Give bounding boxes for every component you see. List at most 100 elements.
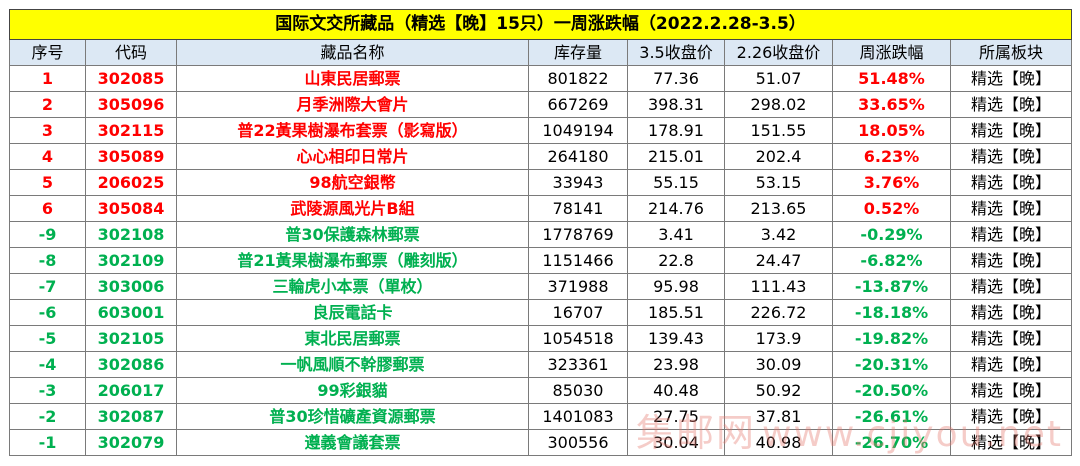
row-number: -5 [9, 325, 86, 352]
row-number: 6 [9, 195, 86, 222]
item-name: 一帆風順不幹膠郵票 [176, 351, 529, 378]
column-header: 3.5收盘价 [627, 39, 725, 66]
stock-quantity: 85030 [528, 377, 628, 404]
board-name: 精选【晚】 [949, 351, 1073, 378]
item-name: 普21黃果樹瀑布郵票（雕刻版） [176, 247, 529, 274]
item-name: 普22黃果樹瀑布套票（影寫版） [176, 117, 529, 144]
row-number: -1 [9, 429, 86, 456]
table-row: -8 302109 普21黃果樹瀑布郵票（雕刻版） 1151466 22.8 24.47-… [9, 247, 1073, 274]
stock-quantity: 300556 [528, 429, 628, 456]
header-row: 序号 代码 藏品名称 库存量 3.5收盘价 2.26收盘价 周涨跌幅 所属板块 [9, 39, 1073, 66]
item-name: 三輪虎小本票（單枚） [176, 273, 529, 300]
table-row: 1 302085 山東民居郵票 801822 77.36 51.07 51.48% 精选【晚】 [9, 65, 1073, 92]
board-name: 精选【晚】 [949, 143, 1073, 170]
item-name: 普30保護森林郵票 [176, 221, 529, 248]
item-name: 月季洲際大會片 [176, 91, 529, 118]
weekly-change: -0.29% [832, 221, 951, 248]
row-number: -9 [9, 221, 86, 248]
close-price-mar5: 23.98 [627, 351, 725, 378]
stock-quantity: 78141 [528, 195, 628, 222]
row-number: -4 [9, 351, 86, 378]
row-number: -6 [9, 299, 86, 326]
row-number: -3 [9, 377, 86, 404]
table-row: -1 302079 遵義會議套票 300556 30.04 40.98 -26.70% 精选【… [9, 429, 1073, 456]
item-name: 武陵源風光片B組 [176, 195, 529, 222]
close-price-mar5: 77.36 [627, 65, 725, 92]
close-price-feb26: 53.15 [724, 169, 833, 196]
table-row: -5 302105 東北民居郵票 1054518 139.43 173.9 -19.82% 精… [9, 325, 1073, 352]
close-price-feb26: 111.43 [724, 273, 833, 300]
item-code: 302086 [85, 351, 177, 378]
column-header: 所属板块 [949, 39, 1073, 66]
close-price-feb26: 298.02 [724, 91, 833, 118]
stock-change-table: 国际文交所藏品（精选【晚】15只）一周涨跌幅（2022.2.28-3.5） 序号… [8, 9, 1073, 456]
weekly-change: 0.52% [832, 195, 951, 222]
item-name: 98航空銀幣 [176, 169, 529, 196]
close-price-mar5: 55.15 [627, 169, 725, 196]
weekly-change: -13.87% [832, 273, 951, 300]
item-code: 302105 [85, 325, 177, 352]
table-row: 2 305096 月季洲際大會片 667269 398.31 298.02 33.65% 精选… [9, 91, 1073, 118]
table-row: 3 302115 普22黃果樹瀑布套票（影寫版） 1049194 178.91 151.5… [9, 117, 1073, 144]
item-code: 303006 [85, 273, 177, 300]
table-row: -2 302087 普30珍惜礦產資源郵票 1401083 27.75 37.81 -26.… [9, 403, 1073, 430]
stock-quantity: 667269 [528, 91, 628, 118]
close-price-mar5: 3.41 [627, 221, 725, 248]
stock-quantity: 1401083 [528, 403, 628, 430]
item-code: 302109 [85, 247, 177, 274]
column-header: 代码 [85, 39, 177, 66]
weekly-change: 33.65% [832, 91, 951, 118]
weekly-change: 3.76% [832, 169, 951, 196]
item-code: 302115 [85, 117, 177, 144]
close-price-feb26: 24.47 [724, 247, 833, 274]
row-number: 4 [9, 143, 86, 170]
column-header: 藏品名称 [176, 39, 529, 66]
board-name: 精选【晚】 [949, 91, 1073, 118]
table-row: -7 303006 三輪虎小本票（單枚） 371988 95.98 111.43 -13.8… [9, 273, 1073, 300]
board-name: 精选【晚】 [949, 221, 1073, 248]
board-name: 精选【晚】 [949, 247, 1073, 274]
close-price-feb26: 173.9 [724, 325, 833, 352]
column-header: 周涨跌幅 [832, 39, 951, 66]
item-code: 206017 [85, 377, 177, 404]
stock-quantity: 264180 [528, 143, 628, 170]
weekly-change: 18.05% [832, 117, 951, 144]
table-row: 4 305089 心心相印日常片 264180 215.01 202.4 6.23% 精选【晚… [9, 143, 1073, 170]
row-number: -2 [9, 403, 86, 430]
item-code: 305096 [85, 91, 177, 118]
board-name: 精选【晚】 [949, 273, 1073, 300]
stock-quantity: 323361 [528, 351, 628, 378]
weekly-change: -20.31% [832, 351, 951, 378]
item-code: 206025 [85, 169, 177, 196]
stock-quantity: 16707 [528, 299, 628, 326]
table-row: 6 305084 武陵源風光片B組 78141 214.76 213.65 0.52% 精选【… [9, 195, 1073, 222]
stock-quantity: 1778769 [528, 221, 628, 248]
row-number: 3 [9, 117, 86, 144]
board-name: 精选【晚】 [949, 403, 1073, 430]
stock-quantity: 1151466 [528, 247, 628, 274]
close-price-mar5: 139.43 [627, 325, 725, 352]
close-price-feb26: 213.65 [724, 195, 833, 222]
board-name: 精选【晚】 [949, 299, 1073, 326]
close-price-feb26: 30.09 [724, 351, 833, 378]
item-code: 302079 [85, 429, 177, 456]
table-row: -6 603001 良辰電話卡 16707 185.51 226.72 -18.18% 精选【… [9, 299, 1073, 326]
board-name: 精选【晚】 [949, 117, 1073, 144]
board-name: 精选【晚】 [949, 377, 1073, 404]
stock-quantity: 371988 [528, 273, 628, 300]
close-price-mar5: 27.75 [627, 403, 725, 430]
weekly-change: -18.18% [832, 299, 951, 326]
table-body: 1 302085 山東民居郵票 801822 77.36 51.07 51.48% 精选【晚】… [9, 65, 1073, 456]
close-price-feb26: 50.92 [724, 377, 833, 404]
item-name: 良辰電話卡 [176, 299, 529, 326]
row-number: 1 [9, 65, 86, 92]
column-header: 库存量 [528, 39, 628, 66]
weekly-change: -19.82% [832, 325, 951, 352]
board-name: 精选【晚】 [949, 325, 1073, 352]
column-header: 序号 [9, 39, 86, 66]
board-name: 精选【晚】 [949, 429, 1073, 456]
close-price-mar5: 22.8 [627, 247, 725, 274]
stock-quantity: 801822 [528, 65, 628, 92]
table-row: -9 302108 普30保護森林郵票 1778769 3.41 3.42 -0.29% 精选… [9, 221, 1073, 248]
table-row: 5 206025 98航空銀幣 33943 55.15 53.15 3.76% 精选【晚】 [9, 169, 1073, 196]
